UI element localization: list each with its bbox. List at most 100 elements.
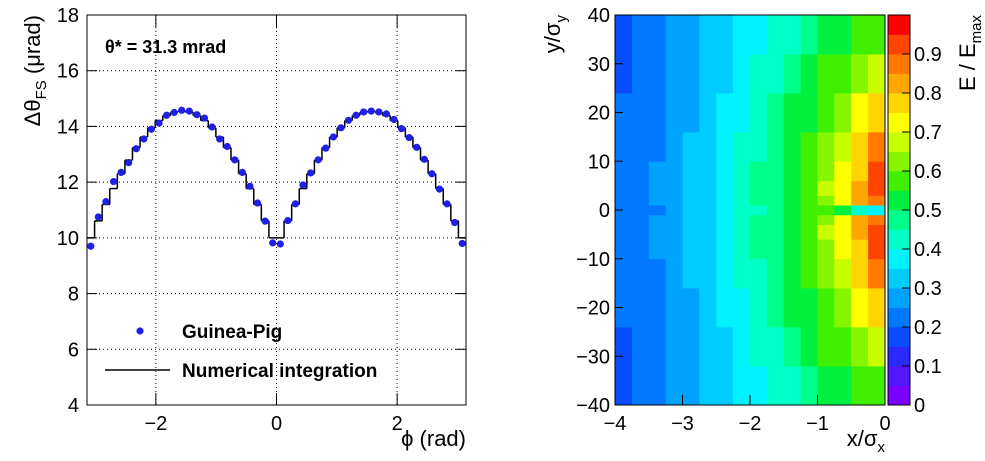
y-label-main: y/σ	[540, 22, 565, 53]
heatmap-cell	[733, 366, 751, 406]
heatmap-cell	[851, 161, 869, 182]
heatmap-cell	[615, 161, 633, 182]
heatmap-cell	[783, 15, 802, 55]
point	[193, 111, 201, 119]
heatmap-cell	[631, 132, 650, 162]
heatmap-cell	[716, 327, 734, 367]
heatmap-cell	[851, 15, 869, 55]
heatmap-cell	[682, 214, 700, 226]
y-tick-label: 6	[68, 339, 79, 361]
heatmap-cell	[631, 366, 650, 406]
heatmap-cell	[631, 214, 650, 226]
colorbar-tick-label: 0.8	[914, 83, 942, 105]
x-tick-label: −2	[739, 413, 762, 435]
colorbar-tick-label: 0.7	[914, 122, 942, 144]
point	[337, 124, 345, 132]
y-tick-label: 10	[57, 228, 79, 250]
point	[94, 213, 102, 221]
heatmap-cell	[766, 327, 785, 367]
heatmap-cell	[868, 258, 886, 289]
point	[200, 114, 209, 122]
heatmap-cell	[766, 258, 785, 289]
point	[375, 108, 383, 116]
colorbar-tick-label: 0.5	[914, 200, 942, 222]
heatmap-cell	[834, 327, 852, 367]
heatmap-cell	[766, 195, 785, 206]
heatmap-cell	[783, 180, 802, 196]
heatmap-cell	[800, 327, 818, 367]
heatmap-cell	[750, 366, 768, 406]
point	[102, 198, 110, 206]
colorbar-band	[888, 307, 910, 328]
heatmap-cell	[716, 54, 734, 94]
point	[238, 168, 246, 176]
y-tick-label: 30	[588, 54, 610, 76]
heatmap-cell	[766, 239, 785, 260]
heatmap-cell	[834, 180, 852, 196]
point	[208, 123, 216, 131]
y-tick-label: 18	[57, 5, 79, 27]
colorbar-tick-label: 0.6	[914, 161, 942, 183]
heatmap-cell	[699, 214, 717, 226]
heatmap-cell	[615, 366, 633, 406]
heatmap-cell	[733, 15, 751, 55]
heatmap-cell	[817, 205, 835, 216]
point	[125, 159, 133, 167]
heatmap-cell	[699, 327, 717, 367]
heatmap-cell	[834, 54, 852, 94]
heatmap-cell	[665, 93, 683, 133]
heatmap-cell	[834, 258, 852, 289]
heatmap-cell	[648, 327, 667, 367]
x-tick-label: −2	[144, 413, 167, 435]
heatmap-cell	[750, 214, 768, 226]
heatmap-cell	[716, 288, 734, 328]
heatmap-cell	[766, 180, 785, 196]
heatmap-cell	[868, 93, 886, 133]
heatmap-cell	[750, 239, 768, 260]
heatmap-cell	[834, 288, 852, 328]
z-label-main: E / E	[955, 43, 980, 91]
heatmap-cell	[800, 258, 818, 289]
point	[405, 133, 413, 142]
heatmap-cell	[733, 327, 751, 367]
heatmap-cell	[716, 195, 734, 206]
heatmap-cell	[648, 93, 667, 133]
heatmap-cell	[750, 224, 768, 240]
heatmap-cell	[665, 258, 683, 289]
heatmap-cell	[817, 93, 835, 133]
point	[382, 110, 391, 118]
heatmap-cell	[682, 239, 700, 260]
x-tick-label: 0	[271, 413, 282, 435]
heatmap-cell	[631, 161, 650, 182]
left-panel: θ* = 31.3 mrad ϕ (rad) ΔθFS (μrad) 4 6 8 10…	[20, 5, 467, 451]
heatmap-cell	[631, 15, 650, 55]
right-panel: x/σx y/σy E / Emax 0 0.1 0.2 0.3 0.4 0.5 0.6 0.…	[540, 5, 985, 456]
heatmap-cell	[800, 205, 818, 216]
heatmap-cell	[800, 195, 818, 206]
x-tick-label: −3	[671, 413, 694, 435]
point	[117, 168, 125, 176]
heatmap-cell	[750, 288, 768, 328]
x-axis-label: x/σx	[847, 426, 886, 456]
heatmap-cell	[615, 132, 633, 162]
heatmap-cell	[699, 132, 717, 162]
colorbar-frame	[887, 14, 911, 406]
heatmap-cell	[868, 180, 886, 196]
heatmap-cell	[665, 195, 683, 206]
heatmap-cell	[699, 239, 717, 260]
heatmap-cell	[699, 224, 717, 240]
heatmap-cell	[682, 93, 700, 133]
colorbar-band	[888, 54, 910, 74]
heatmap-cell	[699, 93, 717, 133]
y-tick-label: 10	[588, 151, 610, 173]
heatmap-cell	[615, 214, 633, 226]
heatmap-cell	[834, 161, 852, 182]
y-label-sub: FS	[33, 80, 50, 99]
heatmap-cell	[699, 15, 717, 55]
y-label-sub: y	[553, 15, 570, 23]
heatmap-cell	[851, 239, 869, 260]
heatmap-cell	[648, 161, 667, 182]
heatmap-cell	[733, 288, 751, 328]
heatmap-cell	[665, 205, 683, 216]
heatmap-cell	[615, 15, 633, 55]
